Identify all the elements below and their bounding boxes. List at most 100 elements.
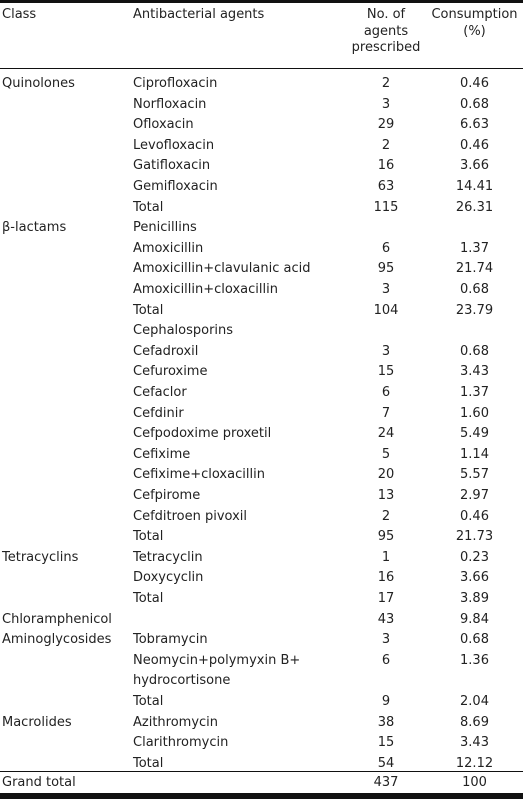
row-consumption: 3.43 xyxy=(460,735,489,751)
row-agent: Penicillins xyxy=(133,220,197,236)
row-consumption: 1.37 xyxy=(460,385,489,400)
row-consumption: 2.97 xyxy=(460,488,489,503)
row-consumption: 0.68 xyxy=(460,96,489,112)
row-agent: Total xyxy=(133,199,164,215)
row-no: 15 xyxy=(377,364,395,380)
row-consumption: 3.89 xyxy=(460,591,489,606)
row-no: 2 xyxy=(381,76,391,91)
row-no: 9 xyxy=(381,694,391,709)
header-consumption: Consumption (%) xyxy=(428,7,521,40)
row-consumption: 26.31 xyxy=(455,199,494,215)
row-agent: Levofloxacin xyxy=(133,137,215,153)
row-no: 1 xyxy=(381,549,391,565)
row-no: 7 xyxy=(381,405,391,421)
row-agent: Azithromycin xyxy=(133,714,219,730)
row-consumption: 9.84 xyxy=(460,611,489,627)
row-no: 63 xyxy=(377,179,395,194)
row-no: 15 xyxy=(377,735,395,751)
row-agent: Cefpirome xyxy=(133,488,201,503)
row-consumption: 0.46 xyxy=(460,76,489,91)
row-agent: Cefixime xyxy=(133,446,191,462)
header-no-line-2: agents xyxy=(363,23,409,39)
row-consumption: 1.37 xyxy=(460,240,489,256)
row-consumption: 3.66 xyxy=(460,158,489,174)
header-agent: Antibacterial agents xyxy=(133,7,265,22)
row-no: 5 xyxy=(381,446,391,462)
row-agent: Amoxicillin+cloxacillin xyxy=(133,282,278,297)
row-agent: Cefpodoxime proxetil xyxy=(133,426,272,442)
row-consumption: 21.74 xyxy=(455,261,494,277)
row-class: Chloramphenicol xyxy=(2,611,112,627)
row-no: 6 xyxy=(381,652,391,668)
row-agent: Cephalosporins xyxy=(133,323,234,339)
row-consumption: 21.73 xyxy=(455,529,494,545)
row-no: 3 xyxy=(381,282,391,297)
row-consumption: 1.36 xyxy=(460,652,489,668)
grand-total-no: 437 xyxy=(373,775,399,790)
row-agent: Tobramycin xyxy=(133,632,208,648)
row-agent: Total xyxy=(133,755,164,771)
header-rule xyxy=(0,68,523,69)
row-class: Macrolides xyxy=(2,714,72,730)
header-no-of-agents: No. of agents prescribed xyxy=(350,7,422,57)
grand-total-consumption: 100 xyxy=(462,775,487,790)
row-consumption: 1.14 xyxy=(460,446,489,462)
row-agent: Amoxicillin+clavulanic acid xyxy=(133,261,311,277)
row-class: Aminoglycosides xyxy=(2,632,112,648)
row-no: 6 xyxy=(381,385,391,400)
row-no: 20 xyxy=(377,467,395,483)
row-agent: Neomycin+polymyxin B+ hydrocortisone xyxy=(133,652,301,689)
row-class: Tetracyclins xyxy=(2,549,79,565)
row-agent: Gemifloxacin xyxy=(133,179,218,194)
row-no: 13 xyxy=(377,488,395,503)
row-agent: Gatifloxacin xyxy=(133,158,211,174)
row-no: 43 xyxy=(377,611,395,627)
row-agent: Norfloxacin xyxy=(133,96,207,112)
row-consumption: 6.63 xyxy=(460,117,489,133)
grand-total-label: Grand total xyxy=(2,775,76,790)
row-consumption: 5.49 xyxy=(460,426,489,442)
row-consumption: 3.66 xyxy=(460,570,489,586)
row-agent: Tetracyclin xyxy=(133,549,203,565)
header-no-line-3: prescribed xyxy=(351,40,421,55)
row-consumption: 8.69 xyxy=(460,714,489,730)
row-no: 54 xyxy=(377,755,395,771)
row-no: 16 xyxy=(377,158,395,174)
row-no: 104 xyxy=(373,302,399,318)
row-class: β-lactams xyxy=(2,220,67,236)
header-cons-line-2: (%) xyxy=(463,23,486,39)
row-agent: Ofloxacin xyxy=(133,117,194,133)
row-no: 95 xyxy=(377,261,395,277)
row-consumption: 12.12 xyxy=(455,755,494,771)
row-no: 3 xyxy=(381,343,391,359)
grand-total-rule xyxy=(0,771,523,772)
row-agent: Total xyxy=(133,302,164,318)
row-agent: Cefdinir xyxy=(133,405,184,421)
row-no: 38 xyxy=(377,714,395,730)
row-no: 6 xyxy=(381,240,391,256)
row-consumption: 2.04 xyxy=(460,694,489,709)
row-consumption: 0.68 xyxy=(460,343,489,359)
row-consumption: 3.43 xyxy=(460,364,489,380)
row-consumption: 0.68 xyxy=(460,632,489,648)
row-agent: Cefaclor xyxy=(133,385,187,400)
row-agent: Cefditroen pivoxil xyxy=(133,508,248,524)
row-no: 95 xyxy=(377,529,395,545)
row-agent: Cefuroxime xyxy=(133,364,208,380)
row-no: 24 xyxy=(377,426,395,442)
row-no: 2 xyxy=(381,508,391,524)
top-rule xyxy=(0,0,523,3)
header-cons-line-1: Consumption xyxy=(431,7,518,22)
row-agent: Cefadroxil xyxy=(133,343,199,359)
row-consumption: 0.68 xyxy=(460,282,489,297)
row-no: 16 xyxy=(377,570,395,586)
row-consumption: 0.46 xyxy=(460,137,489,153)
row-agent: Doxycyclin xyxy=(133,570,204,586)
row-agent: Total xyxy=(133,591,164,606)
row-no: 17 xyxy=(377,591,395,606)
row-consumption: 5.57 xyxy=(460,467,489,483)
row-consumption: 0.23 xyxy=(460,549,489,565)
row-agent: Total xyxy=(133,529,164,545)
row-agent: Ciprofloxacin xyxy=(133,76,218,91)
